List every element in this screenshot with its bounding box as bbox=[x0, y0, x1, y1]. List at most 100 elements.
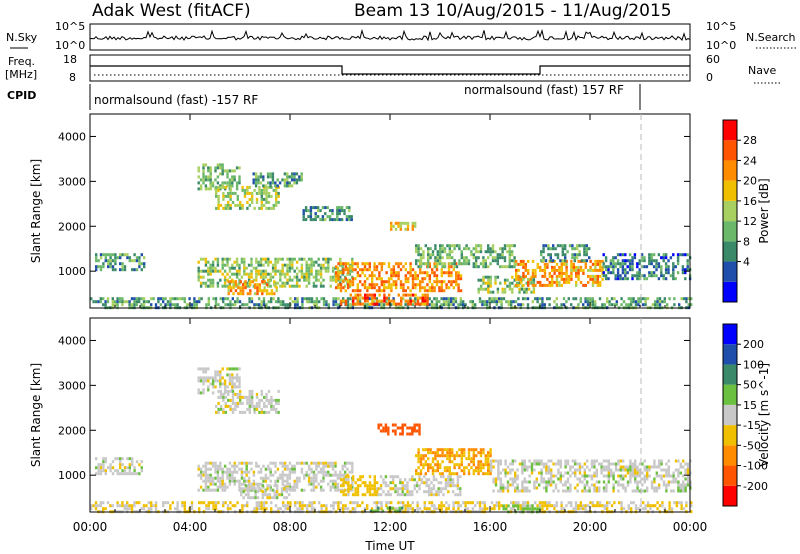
power-echo-cell bbox=[339, 278, 342, 282]
velocity-echo-cell bbox=[128, 507, 131, 511]
power-echo-cell bbox=[612, 259, 615, 263]
power-echo-cell bbox=[199, 257, 203, 261]
velocity-echo-cell bbox=[458, 463, 461, 467]
velocity-echo-cell bbox=[437, 487, 440, 491]
power-echo-cell bbox=[438, 286, 441, 290]
power-echo-cell bbox=[214, 300, 218, 304]
power-echo-cell bbox=[366, 268, 369, 272]
velocity-echo-cell bbox=[351, 461, 354, 465]
velocity-echo-cell bbox=[641, 471, 644, 475]
velocity-echo-cell bbox=[596, 501, 599, 505]
velocity-echo-cell bbox=[517, 501, 520, 505]
power-echo-cell bbox=[263, 289, 266, 293]
velocity-echo-cell bbox=[487, 466, 490, 470]
power-echo-cell bbox=[487, 265, 490, 269]
power-echo-cell bbox=[227, 206, 230, 210]
power-echo-cell bbox=[414, 297, 417, 301]
velocity-echo-cell bbox=[444, 478, 448, 482]
velocity-echo-cell bbox=[307, 482, 311, 486]
velocity-echo-cell bbox=[305, 461, 308, 465]
power-echo-cell bbox=[433, 262, 436, 266]
power-echo-cell bbox=[214, 269, 217, 273]
velocity-echo-cell bbox=[376, 487, 379, 491]
velocity-echo-cell bbox=[223, 470, 227, 474]
power-echo-cell bbox=[257, 181, 260, 185]
power-echo-cell bbox=[561, 247, 564, 251]
velocity-echo-cell bbox=[131, 472, 134, 476]
power-echo-cell bbox=[344, 302, 348, 306]
velocity-echo-cell bbox=[372, 509, 375, 513]
velocity-echo-cell bbox=[451, 448, 454, 452]
velocity-echo-cell bbox=[268, 484, 272, 488]
velocity-echo-cell bbox=[393, 509, 397, 513]
power-echo-cell bbox=[457, 274, 460, 278]
velocity-echo-cell bbox=[99, 469, 103, 473]
velocity-echo-cell bbox=[312, 485, 316, 489]
velocity-echo-cell bbox=[204, 367, 208, 371]
power-echo-cell bbox=[199, 275, 203, 279]
power-echo-cell bbox=[269, 275, 272, 279]
power-echo-cell bbox=[339, 275, 342, 279]
velocity-echo-cell bbox=[245, 467, 248, 471]
power-echo-cell bbox=[546, 283, 549, 287]
velocity-echo-cell bbox=[239, 398, 242, 402]
velocity-echo-cell bbox=[258, 501, 261, 505]
velocity-echo-cell bbox=[448, 448, 451, 452]
velocity-echo-cell bbox=[607, 471, 610, 475]
velocity-echo-cell bbox=[267, 467, 270, 471]
velocity-echo-cell bbox=[467, 472, 471, 476]
power-echo-cell bbox=[576, 253, 579, 257]
velocity-echo-cell bbox=[555, 504, 558, 508]
power-echo-cell bbox=[563, 277, 566, 281]
velocity-echo-cell bbox=[217, 410, 220, 414]
power-echo-cell bbox=[532, 287, 536, 291]
velocity-echo-cell bbox=[545, 465, 548, 469]
power-echo-cell bbox=[555, 277, 559, 281]
power-echo-cell bbox=[588, 256, 591, 260]
power-echo-cell bbox=[426, 274, 429, 278]
velocity-echo-cell bbox=[307, 476, 311, 480]
velocity-echo-cell bbox=[286, 473, 289, 477]
velocity-echo-cell bbox=[97, 504, 100, 508]
power-echo-cell bbox=[511, 253, 514, 257]
power-echo-cell bbox=[380, 289, 383, 293]
velocity-echo-cell bbox=[415, 481, 419, 485]
power-echo-cell bbox=[489, 247, 492, 251]
velocity-echo-cell bbox=[612, 483, 615, 487]
power-echo-cell bbox=[315, 269, 318, 273]
power-echo-cell bbox=[567, 280, 571, 284]
power-echo-cell bbox=[652, 259, 656, 263]
velocity-echo-cell bbox=[119, 472, 122, 476]
velocity-echo-cell bbox=[131, 463, 134, 467]
velocity-echo-cell bbox=[492, 465, 495, 469]
power-echo-cell bbox=[138, 297, 141, 301]
velocity-echo-cell bbox=[197, 379, 200, 383]
velocity-echo-cell bbox=[382, 478, 385, 482]
power-echo-cell bbox=[643, 265, 646, 269]
velocity-echo-cell bbox=[344, 478, 348, 482]
power-echo-cell bbox=[263, 188, 266, 192]
power-echo-cell bbox=[288, 175, 291, 179]
velocity-echo-cell bbox=[428, 501, 431, 505]
velocity-echo-cell bbox=[557, 462, 560, 466]
velocity-echo-cell bbox=[509, 468, 512, 472]
velocity-echo-cell bbox=[317, 482, 320, 486]
velocity-echo-cell bbox=[457, 504, 460, 508]
power-echo-cell bbox=[511, 244, 514, 248]
velocity-echo-cell bbox=[329, 461, 332, 465]
power-echo-cell bbox=[619, 277, 622, 281]
power-echo-cell bbox=[546, 297, 549, 301]
power-echo-cell bbox=[482, 281, 485, 285]
velocity-echo-cell bbox=[663, 507, 666, 511]
power-echo-cell bbox=[219, 163, 222, 167]
power-echo-cell bbox=[643, 256, 646, 260]
velocity-echo-cell bbox=[576, 468, 579, 472]
power-echo-cell bbox=[439, 250, 442, 254]
power-echo-cell bbox=[411, 280, 415, 284]
power-echo-cell bbox=[607, 265, 610, 269]
velocity-echo-cell bbox=[319, 467, 323, 471]
power-echo-cell bbox=[133, 268, 136, 272]
power-echo-cell bbox=[199, 269, 203, 273]
power-echo-cell bbox=[262, 178, 265, 182]
power-echo-cell bbox=[169, 300, 172, 304]
